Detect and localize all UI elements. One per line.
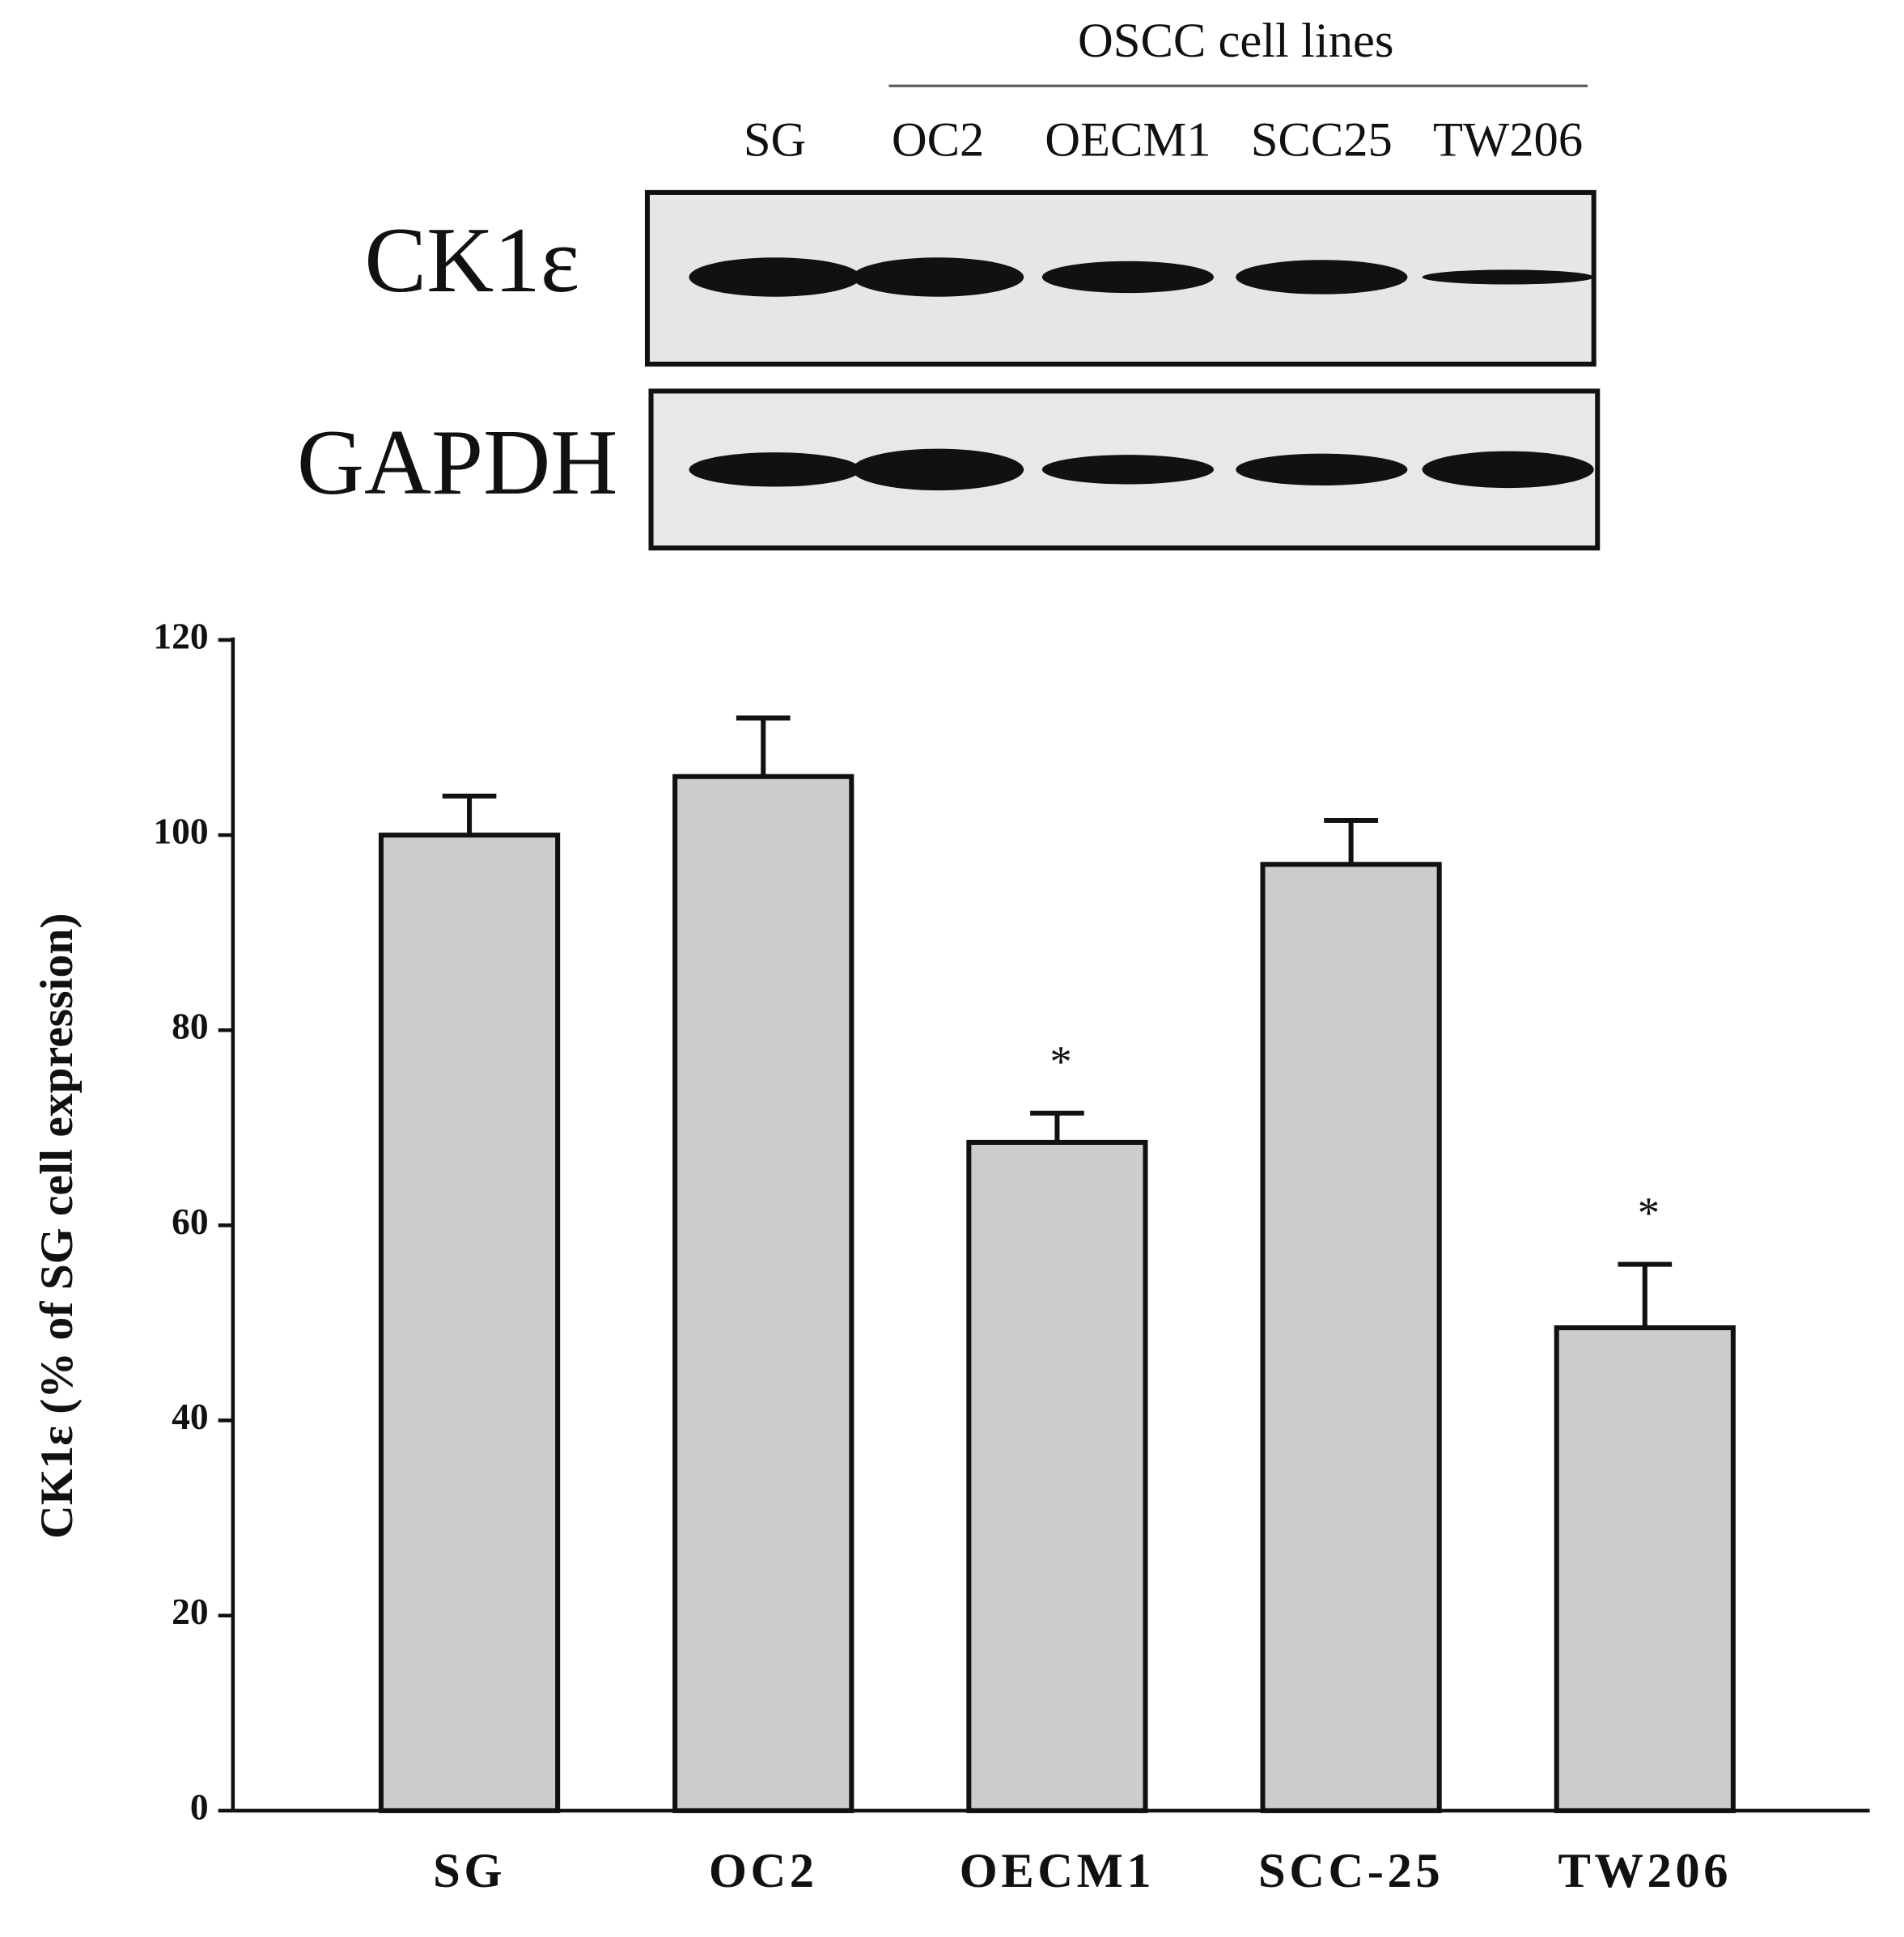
blot-band	[689, 257, 861, 297]
blot-band	[1236, 260, 1408, 295]
lane-label: SCC25	[1251, 113, 1393, 167]
bar	[378, 833, 561, 1813]
lane-label: OECM1	[1045, 113, 1211, 167]
blot-band	[1236, 453, 1408, 486]
y-axis-label: CK1ε (% of SG cell expression)	[32, 913, 83, 1538]
x-tick-label: SCC-25	[1258, 1844, 1444, 1898]
bar	[1260, 862, 1442, 1813]
lane-label: SG	[744, 113, 806, 167]
blot-band	[1422, 451, 1594, 489]
bar	[672, 774, 854, 1813]
lane-label: TW206	[1433, 113, 1583, 167]
y-tick-label: 100	[153, 811, 208, 852]
x-tick-label: SG	[433, 1844, 506, 1898]
bar	[966, 1139, 1148, 1813]
blot-band	[1422, 269, 1594, 285]
blot-row-label: CK1ε	[364, 208, 579, 312]
y-tick-label: 80	[172, 1006, 208, 1047]
y-tick-label: 20	[172, 1591, 208, 1632]
blot-band	[1041, 261, 1214, 294]
blot-band	[852, 257, 1024, 297]
blot-row-label: GAPDH	[297, 410, 618, 514]
x-tick-label: TW206	[1558, 1844, 1732, 1898]
blot-band	[1041, 455, 1214, 485]
bar	[1554, 1325, 1736, 1813]
blot-band	[852, 448, 1024, 491]
annotation: *	[1050, 1037, 1071, 1087]
x-tick-label: OECM1	[960, 1844, 1156, 1898]
lane-label: OC2	[892, 113, 984, 167]
y-tick-label: 0	[190, 1786, 209, 1827]
x-tick-label: OC2	[709, 1844, 818, 1898]
group-label: OSCC cell lines	[1078, 14, 1394, 68]
blot-band	[689, 452, 861, 487]
y-tick-label: 120	[153, 615, 208, 656]
annotation: *	[1638, 1189, 1660, 1238]
y-tick-label: 40	[172, 1396, 208, 1437]
y-tick-label: 60	[172, 1201, 208, 1242]
